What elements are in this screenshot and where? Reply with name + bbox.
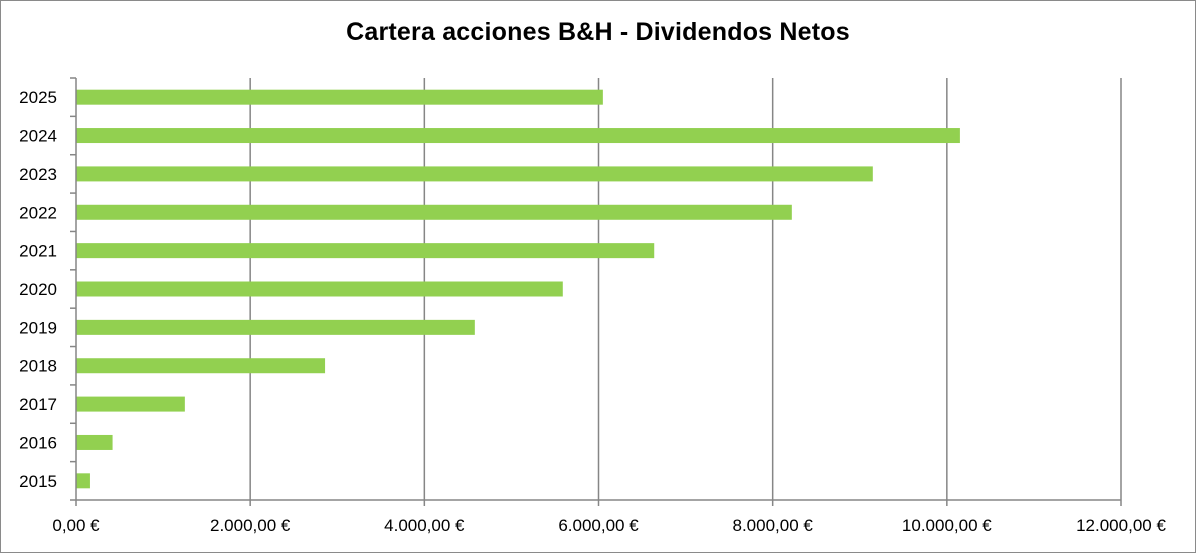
bar-2017: [76, 396, 185, 412]
y-tick-label-2015: 2015: [19, 472, 57, 491]
x-tick-label: 2.000,00 €: [210, 516, 291, 535]
bar-2020: [76, 281, 563, 297]
x-tick-label: 0,00 €: [52, 516, 100, 535]
y-tick-label-2023: 2023: [19, 165, 57, 184]
x-tick-labels: 0,00 € 2.000,00 € 4.000,00 € 6.000,00 € 8.00…: [52, 516, 1166, 535]
bar-2023: [76, 166, 873, 182]
y-tick-label-2017: 2017: [19, 395, 57, 414]
bar-2015: [76, 473, 90, 489]
bars: [76, 89, 960, 489]
x-tick-label: 6.000,00 €: [558, 516, 639, 535]
y-tick-label-2019: 2019: [19, 318, 57, 337]
bar-2025: [76, 89, 603, 105]
x-tick-label: 4.000,00 €: [384, 516, 465, 535]
bar-2016: [76, 434, 113, 450]
axes: [70, 77, 1122, 506]
y-tick-label-2020: 2020: [19, 280, 57, 299]
y-tick-label-2021: 2021: [19, 242, 57, 261]
bar-2019: [76, 319, 475, 335]
x-tick-label: 10.000,00 €: [902, 516, 992, 535]
x-tick-label: 8.000,00 €: [732, 516, 813, 535]
bar-2024: [76, 128, 960, 144]
chart-title: Cartera acciones B&H - Dividendos Netos: [346, 18, 850, 46]
y-tick-label-2018: 2018: [19, 357, 57, 376]
y-tick-label-2022: 2022: [19, 203, 57, 222]
bar-2021: [76, 243, 655, 259]
y-tick-label-2016: 2016: [19, 433, 57, 452]
bar-2018: [76, 358, 326, 374]
bar-2022: [76, 204, 792, 220]
x-tick-label: 12.000,00 €: [1076, 516, 1166, 535]
y-tick-labels: 2015 2016 2017 2018 2019 2020 2021 2022 2023 2024…: [19, 88, 57, 491]
y-tick-label-2025: 2025: [19, 88, 57, 107]
y-tick-label-2024: 2024: [19, 127, 57, 146]
